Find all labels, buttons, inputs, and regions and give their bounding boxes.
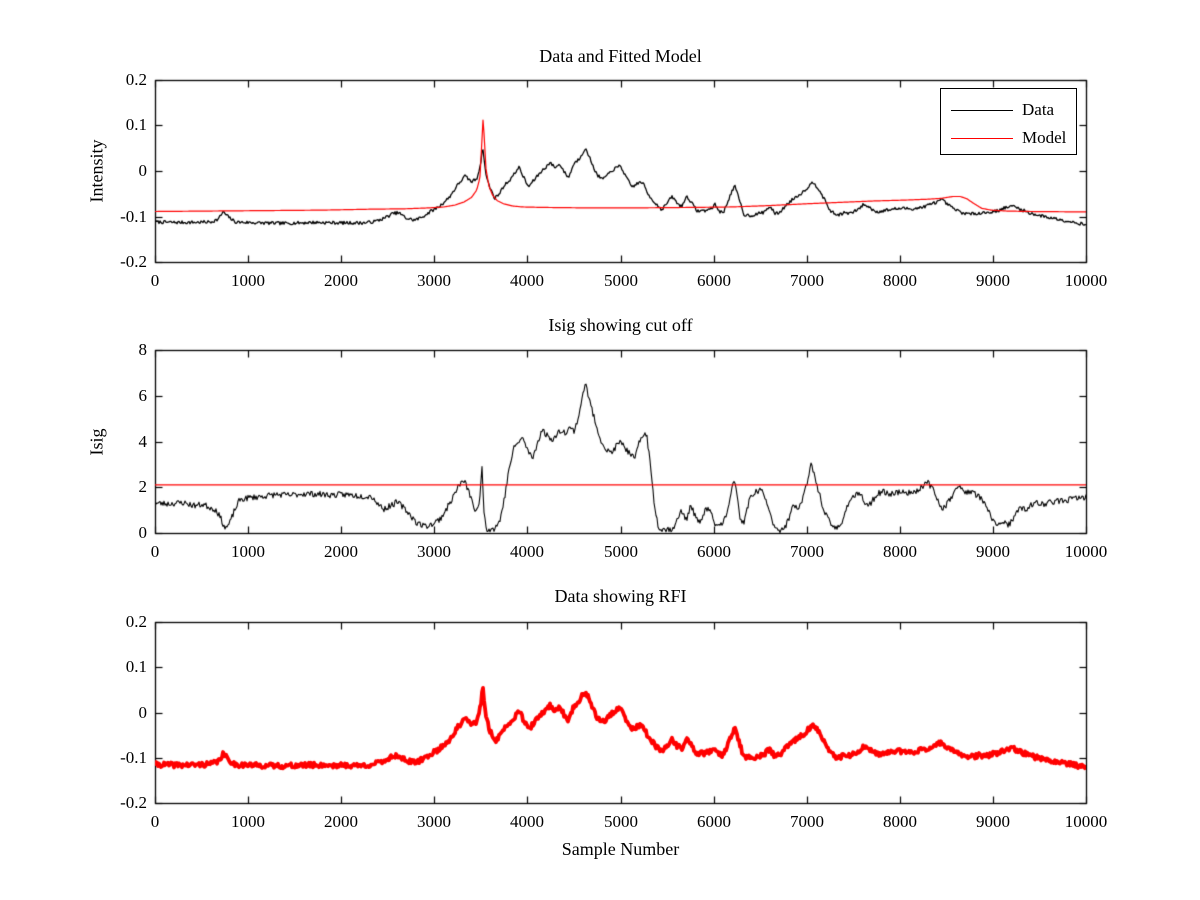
legend-line-sample-model [951,137,1013,139]
x-tick-label: 6000 [697,542,731,561]
legend-label-data: Data [1022,100,1055,119]
y-tick-label: 0.1 [125,657,147,676]
y-tick-label: -0.2 [120,793,147,812]
x-tick-label: 5000 [604,542,638,561]
x-tick-label: 3000 [417,542,451,561]
x-tick-label: 1000 [231,271,265,290]
x-tick-label: 3000 [417,271,451,290]
x-tick-label: 10000 [1064,271,1108,290]
x-tick-label: 8000 [883,812,917,831]
x-tick-label: 1000 [231,812,265,831]
x-tick-label: 4000 [510,542,544,561]
x-tick-label: 7000 [790,542,824,561]
x-tick-label: 8000 [883,271,917,290]
y-tick-label: 0.2 [125,70,147,89]
x-tick-label: 2000 [324,542,358,561]
x-tick-label: 5000 [604,271,638,290]
legend-entry-model: Model [941,124,1076,152]
plot3-title: Data showing RFI [554,586,687,606]
x-tick-label: 2000 [324,812,358,831]
y-tick-label: 0 [138,523,148,542]
x-tick-label: 7000 [790,271,824,290]
x-tick-label: 7000 [790,812,824,831]
legend-entry-data: Data [941,96,1076,124]
x-tick-label: 5000 [604,812,638,831]
x-tick-label: 0 [150,542,160,561]
plot2-title: Isig showing cut off [548,315,693,335]
x-tick-label: 6000 [697,812,731,831]
x-tick-label: 0 [150,271,160,290]
y-tick-label: -0.2 [120,252,147,271]
x-tick-label: 0 [150,812,160,831]
legend: Data Model [940,88,1077,155]
x-tick-label: 9000 [976,271,1010,290]
x-tick-label: 3000 [417,812,451,831]
x-tick-label: 8000 [883,542,917,561]
legend-label-model: Model [1022,128,1067,147]
x-tick-label: 1000 [231,542,265,561]
x-tick-label: 6000 [697,271,731,290]
x-tick-label: 9000 [976,542,1010,561]
x-tick-label: 4000 [510,812,544,831]
y-tick-label: 6 [138,386,148,405]
x-tick-label: 10000 [1064,542,1108,561]
y-tick-label: 8 [138,340,148,359]
x-tick-label: 10000 [1064,812,1108,831]
y-tick-label: 2 [138,477,148,496]
x-tick-label: 4000 [510,271,544,290]
y-tick-label: 0 [138,703,148,722]
legend-line-sample-data [951,109,1013,111]
y-tick-label: 0.2 [125,612,147,631]
y-tick-label: 4 [138,432,148,451]
y-tick-label: -0.1 [120,207,147,226]
plot3-xlabel: Sample Number [561,839,680,859]
x-tick-label: 2000 [324,271,358,290]
x-tick-label: 9000 [976,812,1010,831]
plot1-title: Data and Fitted Model [539,46,702,66]
y-tick-label: 0 [138,161,148,180]
y-tick-label: -0.1 [120,748,147,767]
y-tick-label: 0.1 [125,115,147,134]
